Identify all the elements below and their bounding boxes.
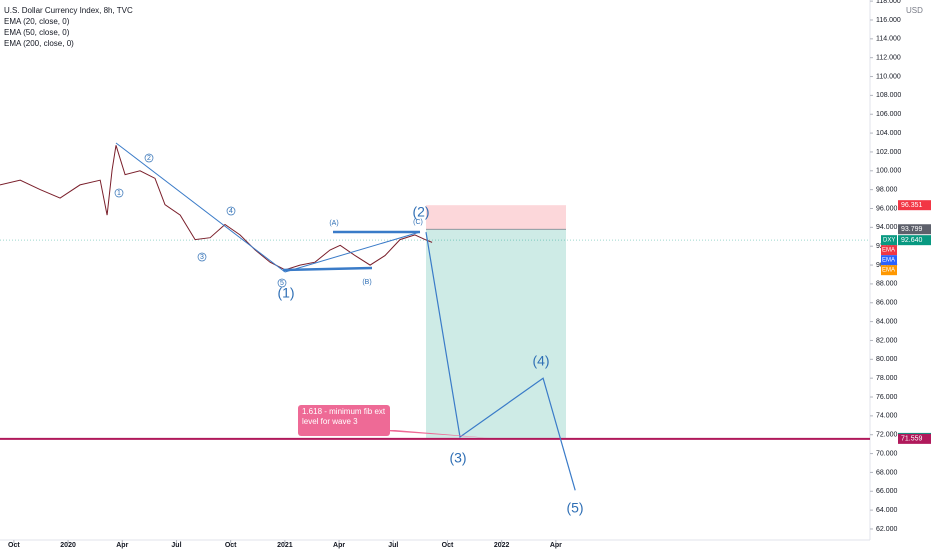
axes: 62.000 64.000 66.000 68.000 70.000 72.000 74.0… bbox=[8, 0, 931, 549]
wave-label: (1) bbox=[277, 285, 294, 301]
channel-bottom bbox=[282, 266, 373, 272]
wave-circle bbox=[197, 252, 207, 262]
y-tick-label: 88.000 bbox=[876, 281, 898, 288]
x-tick-label: 2021 bbox=[277, 542, 293, 549]
y-tick-label: 110.000 bbox=[876, 73, 901, 80]
minor-wave: 2 bbox=[147, 155, 151, 162]
y-tick-label: 96.000 bbox=[876, 205, 898, 212]
x-tick-label: 2022 bbox=[494, 542, 510, 549]
price-axis-bg bbox=[870, 0, 932, 550]
price-tag bbox=[898, 200, 931, 211]
y-tick-label: 70.000 bbox=[876, 450, 898, 457]
callout-text: 1.618 - minimum fib ext level for wave 3 bbox=[302, 407, 386, 426]
price-tag-label: 92.640 bbox=[901, 237, 923, 244]
wave-circle bbox=[277, 278, 287, 288]
x-tick-label: Apr bbox=[550, 542, 562, 549]
price-tag-label: 93.799 bbox=[901, 226, 923, 233]
y-tick-label: 76.000 bbox=[876, 394, 898, 401]
price-tag-label: 71.559 bbox=[901, 436, 923, 443]
trend-line bbox=[115, 142, 286, 273]
x-tick-label: Oct bbox=[225, 542, 237, 549]
minor-wave: (A) bbox=[329, 220, 338, 227]
y-tick-label: 72.000 bbox=[876, 432, 898, 439]
stop-zone bbox=[426, 205, 566, 230]
currency: USD bbox=[906, 6, 923, 15]
minor-wave: 1 bbox=[117, 190, 121, 197]
y-tick-label: 78.000 bbox=[876, 375, 898, 382]
y-tick-label: 62.000 bbox=[876, 526, 898, 533]
chart-title: U.S. Dollar Currency Index, 8h, TVC bbox=[4, 6, 133, 15]
minor-waves: 1 2 3 4 5 (A) (B) (C) bbox=[114, 153, 423, 288]
y-tick-label: 108.000 bbox=[876, 92, 901, 99]
x-tick-label: Oct bbox=[8, 542, 20, 549]
wave-circle bbox=[226, 206, 236, 216]
wave-label: (4) bbox=[532, 353, 549, 369]
callout-pointer bbox=[370, 430, 490, 438]
wave-label: (5) bbox=[566, 500, 583, 516]
y-tick-label: 118.000 bbox=[876, 0, 901, 5]
y-tick-label: 114.000 bbox=[876, 36, 901, 43]
x-tick-label: Jul bbox=[388, 542, 398, 549]
price-tag bbox=[898, 235, 931, 246]
ema-tag bbox=[881, 255, 897, 266]
ema-tag-label: EMA bbox=[882, 268, 895, 274]
y-tick-label: 66.000 bbox=[876, 488, 898, 495]
x-tick-label: Oct bbox=[442, 542, 454, 549]
wave-label: (3) bbox=[449, 450, 466, 466]
symbol-tag bbox=[881, 235, 897, 246]
legend-entry: EMA (50, close, 0) bbox=[4, 28, 70, 37]
x-tick-label: Apr bbox=[333, 542, 345, 549]
minor-wave: (B) bbox=[362, 279, 371, 286]
x-tick-label: Apr bbox=[116, 542, 128, 549]
price-line bbox=[0, 145, 433, 271]
y-tick-label: 68.000 bbox=[876, 469, 898, 476]
x-tick-label: 2020 bbox=[60, 542, 76, 549]
y-tick-label: 82.000 bbox=[876, 337, 898, 344]
price-tag bbox=[898, 224, 931, 235]
projection-line bbox=[425, 232, 576, 491]
minor-wave: 5 bbox=[280, 280, 284, 287]
ema-tag-label: EMA bbox=[882, 258, 895, 264]
minor-wave: 3 bbox=[200, 254, 204, 261]
y-tick-label: 102.000 bbox=[876, 149, 901, 156]
y-tick-label: 112.000 bbox=[876, 55, 901, 62]
y-tick-label: 106.000 bbox=[876, 111, 901, 118]
y-tick-label: 86.000 bbox=[876, 300, 898, 307]
marks bbox=[0, 145, 576, 491]
y-tick-label: 80.000 bbox=[876, 356, 898, 363]
y-tick-label: 116.000 bbox=[876, 17, 901, 24]
y-tick-label: 74.000 bbox=[876, 413, 898, 420]
wave-circle bbox=[144, 153, 154, 163]
callout-text-box: 1.618 - minimum fib ext level for wave 3 bbox=[302, 407, 386, 426]
trend-line bbox=[284, 231, 421, 273]
y-tick-label: 104.000 bbox=[876, 130, 901, 137]
price-tag-label: 96.351 bbox=[901, 202, 923, 209]
target-zone bbox=[426, 229, 566, 438]
callout: 1.618 - minimum fib ext level for wave 3 bbox=[298, 405, 490, 438]
y-tick-label: 98.000 bbox=[876, 186, 898, 193]
trend-drawings bbox=[115, 142, 421, 273]
y-tick-label: 84.000 bbox=[876, 318, 898, 325]
minor-wave: (C) bbox=[413, 219, 423, 226]
callout-box bbox=[298, 405, 390, 436]
wave-circle bbox=[114, 188, 124, 198]
legend-entry: EMA (200, close, 0) bbox=[4, 39, 74, 48]
y-tick-label: 94.000 bbox=[876, 224, 898, 231]
ema-tag bbox=[881, 245, 897, 256]
wave-label: (2) bbox=[412, 204, 429, 220]
legend-entry: EMA (20, close, 0) bbox=[4, 17, 70, 26]
x-tick-label: Jul bbox=[171, 542, 181, 549]
ema-tag-label: EMA bbox=[882, 248, 895, 254]
ema-tag bbox=[881, 265, 897, 276]
y-tick-label: 100.000 bbox=[876, 168, 901, 175]
y-tick-label: 64.000 bbox=[876, 507, 898, 514]
symbol-tag-label: DXY bbox=[883, 238, 895, 244]
minor-wave: 4 bbox=[229, 208, 233, 215]
price-tag bbox=[898, 433, 931, 444]
